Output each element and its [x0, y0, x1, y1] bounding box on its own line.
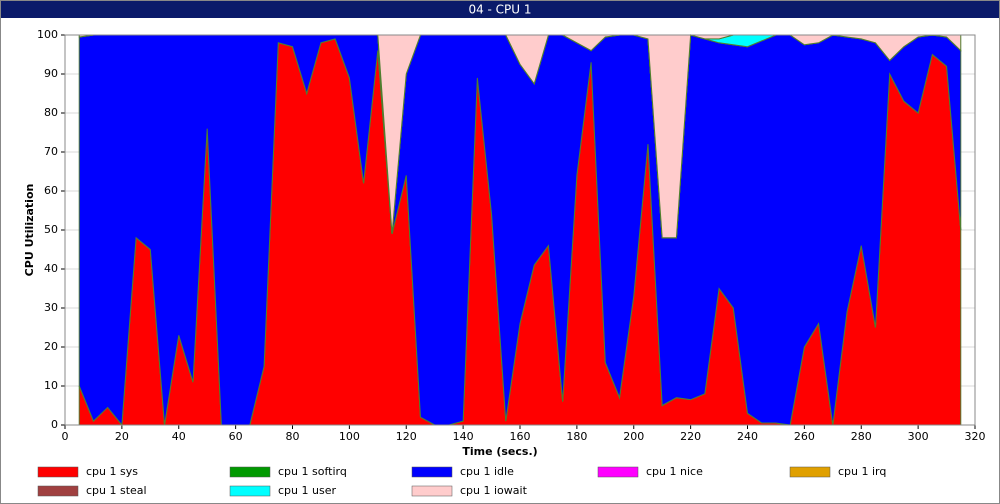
x-tick-label: 100 [339, 430, 360, 443]
x-tick-label: 60 [229, 430, 243, 443]
y-tick-label: 70 [44, 145, 58, 158]
y-tick-label: 30 [44, 301, 58, 314]
y-tick-label: 90 [44, 67, 58, 80]
legend-label: cpu 1 sys [86, 465, 138, 478]
legend-label: cpu 1 idle [460, 465, 514, 478]
legend-swatch [411, 485, 453, 497]
x-tick-label: 300 [908, 430, 929, 443]
legend-swatch [229, 466, 271, 478]
legend-swatch [597, 466, 639, 478]
x-tick-label: 220 [680, 430, 701, 443]
y-tick-label: 50 [44, 223, 58, 236]
x-tick-label: 240 [737, 430, 758, 443]
x-tick-label: 320 [965, 430, 986, 443]
chart-title: 04 - CPU 1 [468, 3, 531, 17]
x-tick-label: 20 [115, 430, 129, 443]
y-tick-label: 0 [51, 418, 58, 431]
legend-swatch [37, 485, 79, 497]
y-tick-label: 10 [44, 379, 58, 392]
x-tick-label: 40 [172, 430, 186, 443]
y-tick-label: 60 [44, 184, 58, 197]
legend-swatch [37, 466, 79, 478]
x-tick-label: 280 [851, 430, 872, 443]
legend-label: cpu 1 user [278, 484, 336, 497]
y-tick-label: 80 [44, 106, 58, 119]
x-tick-label: 200 [623, 430, 644, 443]
x-tick-label: 180 [566, 430, 587, 443]
x-tick-label: 140 [453, 430, 474, 443]
x-tick-label: 80 [286, 430, 300, 443]
y-tick-label: 20 [44, 340, 58, 353]
x-tick-label: 120 [396, 430, 417, 443]
y-tick-label: 100 [37, 28, 58, 41]
legend-label: cpu 1 steal [86, 484, 147, 497]
legend-label: cpu 1 softirq [278, 465, 347, 478]
legend-swatch [789, 466, 831, 478]
x-tick-label: 0 [62, 430, 69, 443]
y-tick-label: 40 [44, 262, 58, 275]
legend-label: cpu 1 iowait [460, 484, 528, 497]
x-tick-label: 160 [510, 430, 531, 443]
legend-swatch [411, 466, 453, 478]
plot-border [64, 34, 976, 426]
y-axis-label: CPU Utilization [23, 184, 36, 277]
x-axis-label: Time (secs.) [462, 445, 537, 458]
legend-swatch [229, 485, 271, 497]
legend-label: cpu 1 irq [838, 465, 886, 478]
legend-label: cpu 1 nice [646, 465, 703, 478]
x-tick-label: 260 [794, 430, 815, 443]
title-bar [1, 1, 999, 18]
